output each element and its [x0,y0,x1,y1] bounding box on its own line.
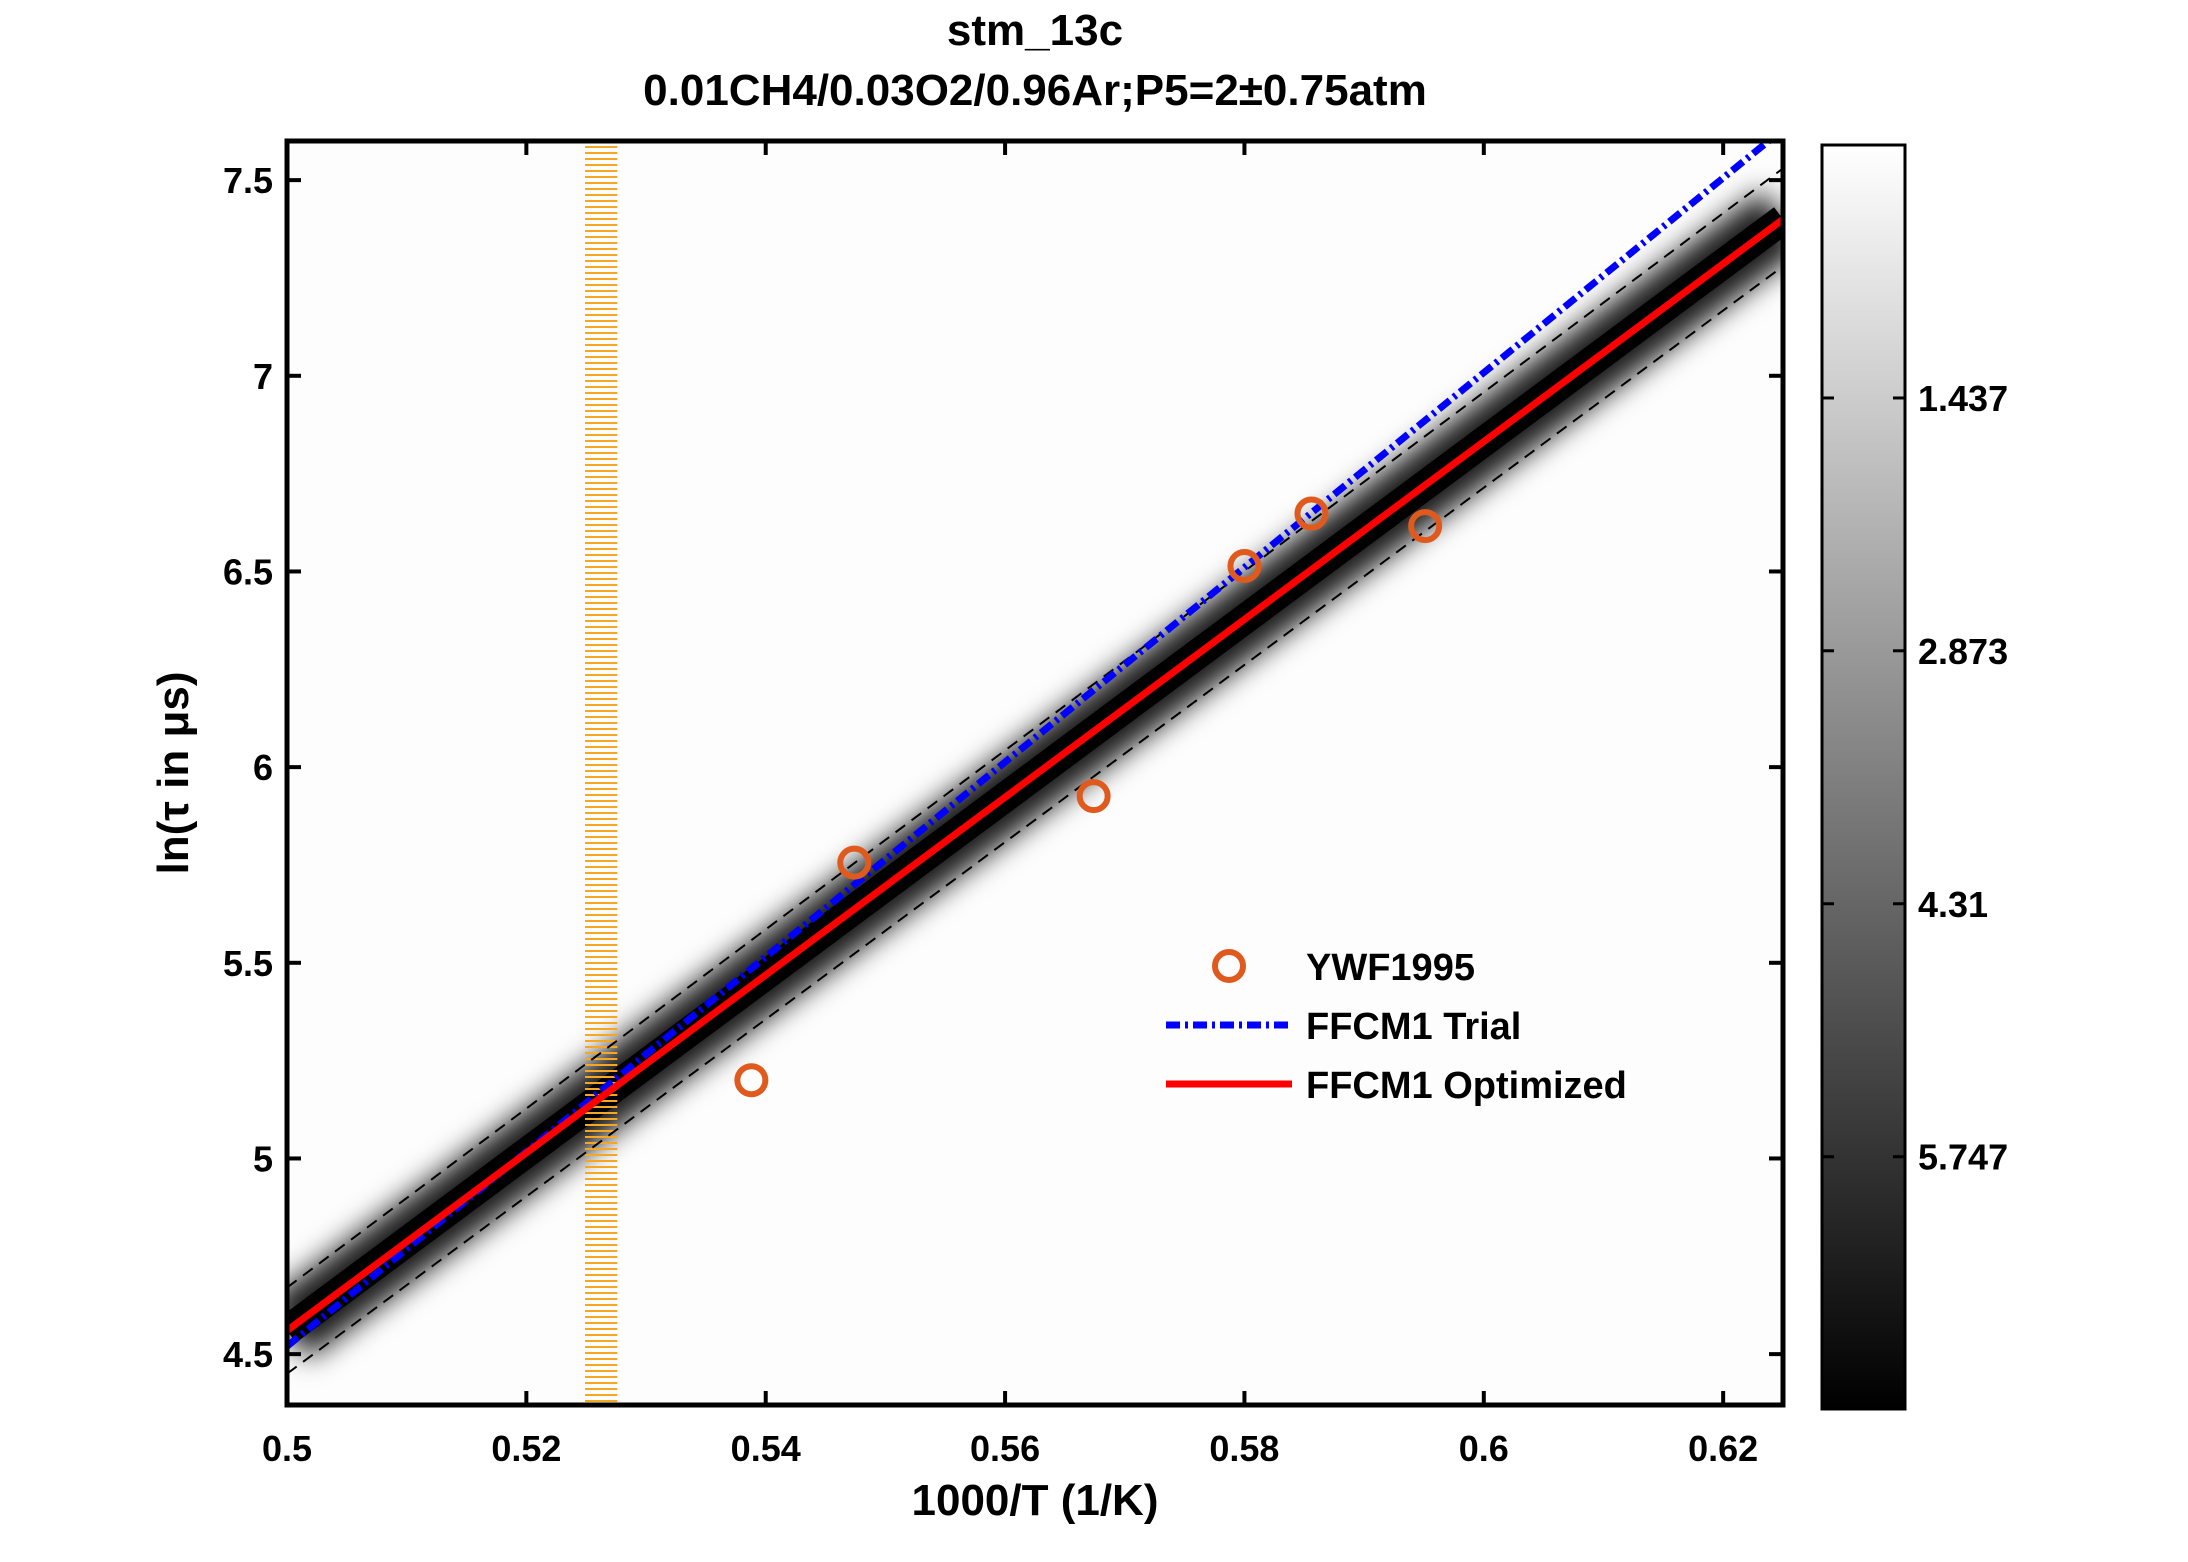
data-point [837,845,872,880]
y-tick-label: 4.5 [223,1334,273,1375]
legend-label-ffcm1-trial: FFCM1 Trial [1306,1006,1521,1048]
data-point [1294,496,1329,531]
colorbar: 1.437 2.873 4.31 5.747 [1820,143,2008,1411]
plot-frame [284,138,1786,1408]
colorbar-tick-label: 4.31 [1918,884,1988,925]
x-tick-label: 0.54 [731,1428,801,1469]
series-lines [287,141,1783,1375]
colorbar-tick-label: 1.437 [1918,378,2008,419]
x-tick-label: 0.58 [1209,1428,1279,1469]
legend-label-ffcm1-optimized: FFCM1 Optimized [1306,1065,1627,1107]
legend-marker-ywf1995 [1212,949,1246,983]
data-point [1227,548,1262,583]
chart-title: stm_13c [947,6,1123,55]
series-line-ffcm1-trial [287,141,1775,1350]
y-tick-label: 5 [253,1138,273,1179]
colorbar-tick-label: 5.747 [1918,1137,2008,1178]
y-tick-label: 7.5 [223,160,273,201]
highlight-band [585,141,618,1402]
plot-area [287,141,1783,1405]
x-tick-label: 0.62 [1688,1428,1758,1469]
series-markers [734,496,1443,1098]
colorbar-gradient [1820,143,1907,1411]
chart-subtitle: 0.01CH4/0.03O2/0.96Ar;P5=2±0.75atm [643,66,1427,115]
x-axis-label: 1000/T (1/K) [912,1476,1159,1525]
colorbar-tick-label: 2.873 [1918,631,2008,672]
y-tick-label: 5.5 [223,943,273,984]
y-axis-label: ln(τ in μs) [149,672,198,875]
data-point [734,1063,769,1098]
x-tick-label: 0.52 [491,1428,561,1469]
legend: YWF1995 FFCM1 Trial FFCM1 Optimized [1166,947,1627,1107]
uncertainty-bound-upper [287,167,1783,1289]
x-tick-label: 0.56 [970,1428,1040,1469]
x-tick-label: 0.6 [1459,1428,1509,1469]
data-point [1408,509,1443,544]
data-point [1076,779,1111,814]
series-line-ffcm1-optimized [287,216,1783,1334]
y-tick-label: 6 [253,747,273,788]
axis-ticks: 0.5 0.52 0.54 0.56 0.58 0.6 0.62 4.5 5 5.5 6 6.5 7 7.… [223,141,1783,1469]
y-tick-label: 7 [253,356,273,397]
uncertainty-bound-lower [287,265,1783,1375]
y-tick-label: 6.5 [223,551,273,592]
legend-label-ywf1995: YWF1995 [1306,947,1475,989]
x-tick-label: 0.5 [262,1428,312,1469]
